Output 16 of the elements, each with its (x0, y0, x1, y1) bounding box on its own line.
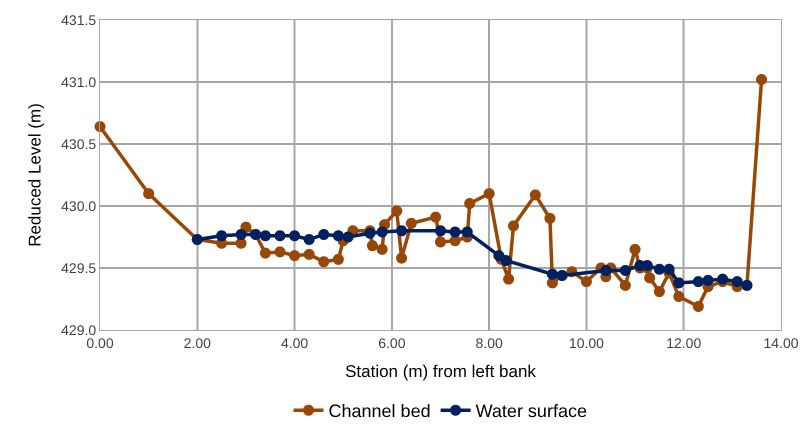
y-tick-label: 429.5 (61, 260, 96, 276)
y-tick-label: 431.0 (61, 74, 96, 90)
legend-label: Water surface (476, 401, 587, 422)
y-tick-label: 430.5 (61, 136, 96, 152)
y-tick-label: 430.0 (61, 198, 96, 214)
x-tick-label: 12.00 (666, 334, 702, 351)
x-tick-label: 14.00 (763, 334, 799, 351)
x-tick-label: 2.00 (184, 334, 212, 351)
x-axis-title: Station (m) from left bank (345, 362, 536, 382)
x-tick-label: 4.00 (280, 334, 308, 351)
x-tick-label: 6.00 (378, 334, 406, 351)
y-axis-title: Reduced Level (m) (26, 103, 45, 247)
x-tick-label: 8.00 (476, 334, 503, 351)
x-tick-label: 10.00 (568, 334, 604, 351)
y-tick-label: 431.5 (61, 12, 96, 28)
legend-label: Channel bed (328, 401, 431, 422)
